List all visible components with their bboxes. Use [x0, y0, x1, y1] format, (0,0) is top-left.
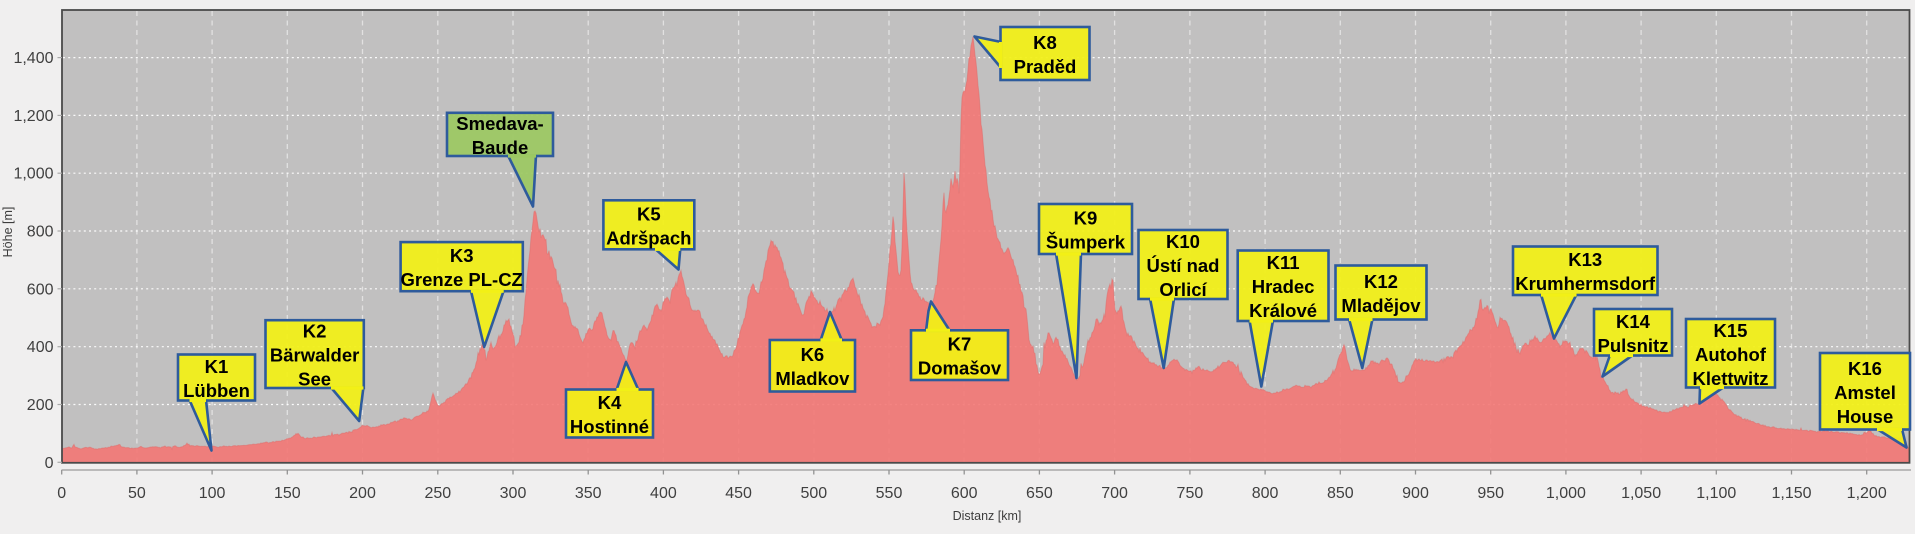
svg-text:Amstel: Amstel: [1834, 382, 1896, 403]
svg-text:400: 400: [27, 339, 54, 356]
svg-text:850: 850: [1327, 485, 1354, 502]
svg-text:750: 750: [1177, 485, 1204, 502]
svg-text:K9: K9: [1074, 208, 1098, 229]
svg-text:Mladkov: Mladkov: [775, 368, 850, 389]
svg-text:K8: K8: [1033, 32, 1057, 53]
svg-text:1,400: 1,400: [13, 50, 53, 67]
svg-text:950: 950: [1477, 485, 1504, 502]
svg-text:700: 700: [1101, 485, 1128, 502]
svg-text:1,200: 1,200: [13, 108, 53, 125]
svg-text:Höhe [m]: Höhe [m]: [1, 207, 15, 258]
svg-text:Králové: Králové: [1249, 300, 1317, 321]
svg-text:Ústí nad: Ústí nad: [1147, 255, 1220, 276]
svg-text:K6: K6: [801, 344, 825, 365]
svg-text:House: House: [1837, 406, 1894, 427]
svg-text:1,050: 1,050: [1621, 485, 1661, 502]
svg-text:Orlicí: Orlicí: [1159, 279, 1207, 300]
svg-text:800: 800: [1252, 485, 1279, 502]
svg-text:50: 50: [128, 485, 146, 502]
svg-text:Domašov: Domašov: [918, 358, 1002, 379]
svg-text:1,000: 1,000: [1546, 485, 1586, 502]
svg-text:K10: K10: [1166, 231, 1200, 252]
svg-text:Pulsnitz: Pulsnitz: [1598, 335, 1669, 356]
svg-text:K13: K13: [1568, 249, 1602, 270]
svg-text:Adršpach: Adršpach: [606, 227, 691, 248]
svg-text:K14: K14: [1616, 311, 1651, 332]
svg-text:K5: K5: [637, 203, 661, 224]
svg-text:600: 600: [27, 281, 54, 298]
svg-text:K15: K15: [1714, 320, 1748, 341]
svg-text:200: 200: [349, 485, 376, 502]
svg-text:Klettwitz: Klettwitz: [1692, 368, 1768, 389]
svg-text:150: 150: [274, 485, 301, 502]
svg-text:500: 500: [800, 485, 827, 502]
svg-text:Autohof: Autohof: [1695, 344, 1767, 365]
svg-text:650: 650: [1026, 485, 1053, 502]
svg-text:Smedava-: Smedava-: [456, 113, 543, 134]
svg-text:K3: K3: [450, 245, 474, 266]
svg-text:350: 350: [575, 485, 602, 502]
svg-text:1,200: 1,200: [1847, 485, 1887, 502]
svg-text:K11: K11: [1267, 252, 1300, 273]
svg-text:0: 0: [45, 455, 54, 472]
svg-text:1,000: 1,000: [13, 166, 53, 183]
svg-text:K7: K7: [948, 334, 972, 355]
svg-text:100: 100: [199, 485, 226, 502]
svg-text:Bärwalder: Bärwalder: [270, 345, 359, 366]
svg-text:400: 400: [650, 485, 677, 502]
svg-text:Praděd: Praděd: [1014, 56, 1077, 77]
svg-text:Lübben: Lübben: [183, 380, 250, 401]
svg-text:0: 0: [57, 485, 66, 502]
svg-text:800: 800: [27, 224, 54, 241]
svg-text:K12: K12: [1364, 271, 1398, 292]
svg-text:200: 200: [27, 397, 54, 414]
svg-text:450: 450: [725, 485, 752, 502]
svg-text:Šumperk: Šumperk: [1046, 232, 1126, 253]
svg-text:550: 550: [876, 485, 903, 502]
svg-text:Hostinné: Hostinné: [570, 416, 649, 437]
svg-text:1,150: 1,150: [1771, 485, 1811, 502]
svg-text:K2: K2: [303, 321, 327, 342]
svg-text:K4: K4: [598, 392, 622, 413]
svg-text:600: 600: [951, 485, 978, 502]
svg-text:Grenze PL-CZ: Grenze PL-CZ: [401, 269, 523, 290]
svg-text:Distanz [km]: Distanz [km]: [953, 509, 1022, 523]
svg-text:250: 250: [424, 485, 451, 502]
svg-text:Baude: Baude: [472, 137, 529, 158]
svg-text:Krumhermsdorf: Krumhermsdorf: [1515, 273, 1656, 294]
svg-text:300: 300: [500, 485, 527, 502]
svg-text:See: See: [298, 369, 331, 390]
svg-text:Mladějov: Mladějov: [1341, 295, 1421, 316]
svg-text:900: 900: [1402, 485, 1429, 502]
svg-text:Hradec: Hradec: [1252, 276, 1315, 297]
svg-text:K1: K1: [205, 356, 229, 377]
svg-text:1,100: 1,100: [1696, 485, 1736, 502]
svg-text:K16: K16: [1848, 358, 1882, 379]
